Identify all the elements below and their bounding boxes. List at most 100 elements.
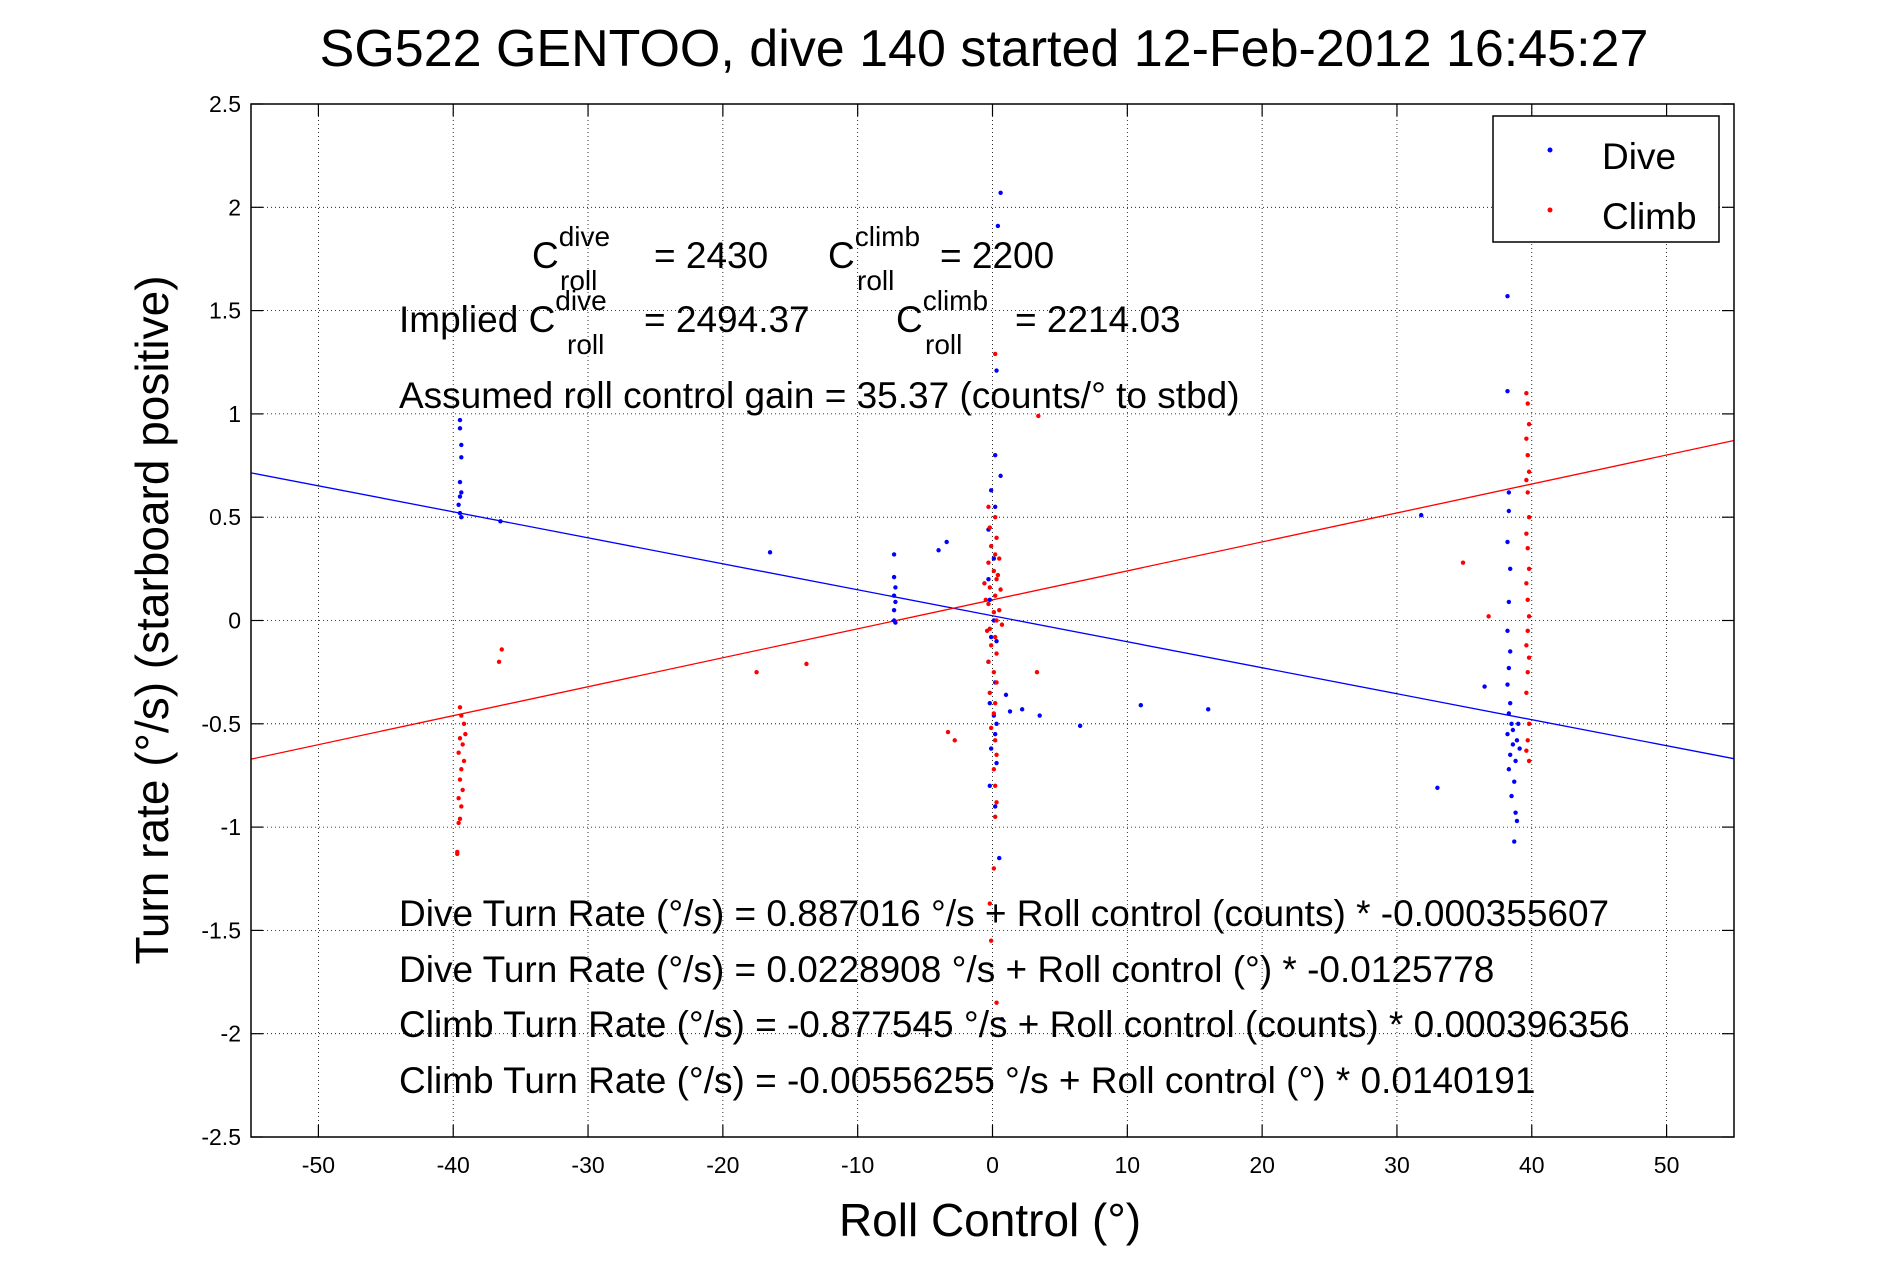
climb-point bbox=[1526, 515, 1532, 520]
dive-point bbox=[1517, 746, 1522, 751]
dive-point bbox=[991, 556, 997, 561]
dive-point bbox=[1506, 490, 1512, 495]
climb-point bbox=[988, 725, 994, 731]
y-tick-label: -2 bbox=[221, 1021, 241, 1047]
climb-point bbox=[992, 738, 998, 743]
climb-point bbox=[459, 804, 464, 809]
y-tick-label: 1.5 bbox=[209, 298, 241, 324]
dive-point bbox=[1505, 628, 1510, 634]
legend: Dive Climb bbox=[1492, 115, 1720, 243]
climb-point bbox=[1526, 614, 1532, 619]
dive-point bbox=[891, 552, 897, 557]
c-dive-sup: dive bbox=[559, 221, 610, 252]
x-tick-label: 0 bbox=[986, 1152, 999, 1178]
dive-point bbox=[1206, 707, 1211, 712]
climb-point bbox=[457, 736, 463, 741]
climb-point bbox=[1460, 560, 1466, 565]
dive-point bbox=[992, 731, 998, 737]
climb-point bbox=[1034, 669, 1040, 675]
climb-point bbox=[987, 525, 993, 530]
x-tick-label: 10 bbox=[1115, 1152, 1141, 1178]
dive-point bbox=[1505, 539, 1510, 545]
climb-point bbox=[991, 568, 997, 574]
dive-point bbox=[1505, 731, 1510, 737]
x-tick-label: -40 bbox=[437, 1152, 470, 1178]
climb-point bbox=[1525, 628, 1530, 634]
y-tick-label: -2.5 bbox=[201, 1124, 241, 1150]
climb-point bbox=[986, 560, 991, 565]
c-dive-symbol: C bbox=[532, 235, 559, 276]
dive-point bbox=[1513, 758, 1518, 764]
climb-point bbox=[456, 795, 461, 801]
dive-point bbox=[1077, 723, 1083, 729]
climb-point bbox=[1526, 422, 1532, 427]
climb-point bbox=[992, 783, 998, 788]
c-climb-value: = 2200 bbox=[940, 235, 1054, 276]
dive-point bbox=[944, 539, 949, 545]
c-climb-sub: roll bbox=[857, 265, 894, 296]
climb-point bbox=[1524, 581, 1529, 586]
climb-point bbox=[1525, 545, 1530, 551]
climb-point bbox=[1526, 566, 1532, 572]
climb-point bbox=[1526, 655, 1532, 660]
x-tick-label: 20 bbox=[1249, 1152, 1275, 1178]
dive-point bbox=[456, 502, 461, 508]
climb-point bbox=[455, 851, 460, 857]
implied-dive-sup: dive bbox=[555, 285, 606, 316]
c-climb-symbol: C bbox=[828, 235, 855, 276]
c-dive-value: = 2430 bbox=[654, 235, 768, 276]
climb-point bbox=[994, 800, 999, 805]
dive-point bbox=[1506, 711, 1512, 716]
svg-text:Cclimb: Cclimb bbox=[828, 221, 920, 276]
dive-point bbox=[893, 599, 898, 605]
dive-point bbox=[459, 515, 464, 520]
implied-dive-value: = 2494.37 bbox=[644, 299, 810, 340]
climb-point bbox=[991, 767, 997, 772]
dive-point bbox=[988, 746, 994, 751]
dive-point bbox=[999, 1017, 1005, 1022]
climb-point bbox=[994, 680, 999, 685]
climb-point bbox=[995, 572, 1001, 578]
y-tick-label: 1 bbox=[228, 401, 241, 427]
climb-point bbox=[1526, 721, 1532, 726]
climb-point bbox=[984, 628, 990, 634]
climb-point bbox=[460, 742, 465, 747]
dive-point bbox=[998, 473, 1003, 479]
implied-climb-sup: climb bbox=[923, 285, 988, 316]
legend-label-climb: Climb bbox=[1602, 196, 1697, 237]
climb-point bbox=[983, 597, 988, 603]
climb-point bbox=[1525, 597, 1530, 603]
dive-point bbox=[891, 607, 897, 613]
climb-point bbox=[457, 705, 463, 710]
climb-point bbox=[992, 814, 998, 819]
annotation-eq1: Dive Turn Rate (°/s) = 0.887016 °/s + Ro… bbox=[399, 893, 1609, 934]
climb-point bbox=[804, 661, 809, 667]
climb-point bbox=[991, 669, 997, 675]
implied-climb-sub: roll bbox=[925, 329, 962, 360]
climb-point bbox=[991, 866, 997, 871]
climb-point bbox=[999, 622, 1005, 627]
grid bbox=[251, 103, 1734, 1138]
climb-point bbox=[1525, 490, 1530, 495]
y-tick-label: 0 bbox=[228, 608, 241, 634]
dive-point bbox=[1505, 682, 1510, 687]
x-axis-ticks: -50 -40 -30 -20 -10 0 10 20 30 40 50 bbox=[302, 104, 1679, 1178]
dive-point bbox=[992, 504, 998, 510]
climb-point bbox=[986, 659, 991, 665]
climb-point bbox=[998, 587, 1003, 592]
climb-point bbox=[992, 593, 998, 598]
x-tick-label: 30 bbox=[1384, 1152, 1410, 1178]
climb-point bbox=[992, 515, 998, 520]
dive-point bbox=[1513, 810, 1518, 815]
dive-point bbox=[1505, 293, 1510, 299]
dive-point bbox=[1419, 512, 1424, 518]
dive-point bbox=[457, 426, 463, 431]
climb-point bbox=[992, 634, 998, 640]
y-tick-label: -1 bbox=[221, 814, 241, 840]
x-tick-label: -10 bbox=[841, 1152, 874, 1178]
dive-point bbox=[893, 620, 898, 625]
climb-point bbox=[988, 938, 994, 943]
dive-point bbox=[498, 519, 503, 524]
dive-point bbox=[1138, 703, 1144, 708]
